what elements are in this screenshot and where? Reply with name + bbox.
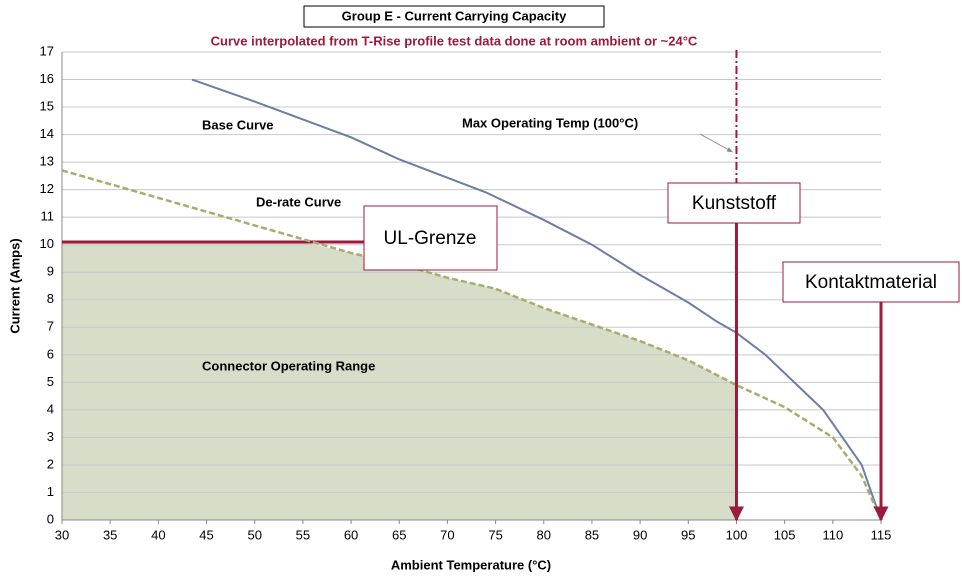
x-tick-label: 115 bbox=[871, 527, 892, 542]
limit-box bbox=[667, 182, 801, 224]
y-tick-label: 4 bbox=[47, 401, 54, 416]
x-axis-title: Ambient Temperature (°C) bbox=[391, 557, 551, 572]
limit-box bbox=[782, 261, 960, 303]
y-tick-label: 7 bbox=[47, 319, 54, 334]
plot bbox=[61, 50, 883, 524]
x-tick-label: 50 bbox=[247, 527, 261, 542]
chart-title: Group E - Current Carrying Capacity bbox=[342, 8, 567, 23]
y-tick-label: 17 bbox=[40, 43, 54, 58]
series-line bbox=[191, 78, 882, 521]
y-tick-label: 15 bbox=[40, 98, 54, 113]
max-temp-arrow bbox=[699, 133, 733, 153]
x-tick-label: 80 bbox=[537, 527, 551, 542]
x-tick-label: 70 bbox=[440, 527, 454, 542]
y-tick-label: 1 bbox=[47, 484, 54, 499]
y-tick-label: 16 bbox=[40, 71, 54, 86]
y-tick-label: 6 bbox=[47, 346, 54, 361]
x-tick-label: 60 bbox=[344, 527, 358, 542]
x-tick-label: 110 bbox=[822, 527, 843, 542]
x-tick-label: 105 bbox=[774, 527, 796, 542]
limit-label: Kunststoff bbox=[692, 193, 777, 214]
chart-subtitle: Curve interpolated from T-Rise profile t… bbox=[211, 33, 698, 48]
area-label: Connector Operating Range bbox=[202, 358, 375, 373]
max-temp-label: Max Operating Temp (100°C) bbox=[462, 115, 638, 130]
x-tick-label: 55 bbox=[296, 527, 310, 542]
x-tick-label: 95 bbox=[681, 527, 695, 542]
y-tick-label: 0 bbox=[47, 511, 54, 526]
y-axis-title: Current (Amps) bbox=[7, 238, 22, 333]
y-tick-label: 3 bbox=[47, 429, 54, 444]
series-label: Base Curve bbox=[202, 117, 274, 132]
x-tick-label: 45 bbox=[199, 527, 213, 542]
y-tick-label: 10 bbox=[40, 236, 54, 251]
x-tick-label: 90 bbox=[633, 527, 647, 542]
title-box bbox=[303, 5, 605, 28]
ul-box bbox=[363, 205, 498, 271]
y-tick-label: 8 bbox=[47, 291, 54, 306]
ul-label: UL-Grenze bbox=[384, 228, 477, 249]
x-tick-label: 75 bbox=[488, 527, 502, 542]
x-tick-label: 35 bbox=[103, 527, 117, 542]
x-tick-label: 85 bbox=[585, 527, 599, 542]
y-tick-label: 12 bbox=[40, 181, 54, 196]
y-tick-label: 14 bbox=[40, 126, 54, 141]
y-tick-label: 2 bbox=[47, 456, 54, 471]
y-tick-label: 5 bbox=[47, 374, 54, 389]
x-tick-label: 30 bbox=[55, 527, 69, 542]
y-tick-label: 13 bbox=[40, 154, 54, 169]
y-tick-label: 9 bbox=[47, 264, 54, 279]
series-label: De-rate Curve bbox=[256, 194, 341, 209]
x-tick-label: 40 bbox=[151, 527, 165, 542]
operating-range-area bbox=[62, 241, 737, 520]
limit-label: Kontaktmaterial bbox=[805, 272, 937, 293]
x-tick-label: 65 bbox=[392, 527, 406, 542]
x-tick-label: 100 bbox=[726, 527, 748, 542]
y-tick-label: 11 bbox=[41, 209, 55, 224]
